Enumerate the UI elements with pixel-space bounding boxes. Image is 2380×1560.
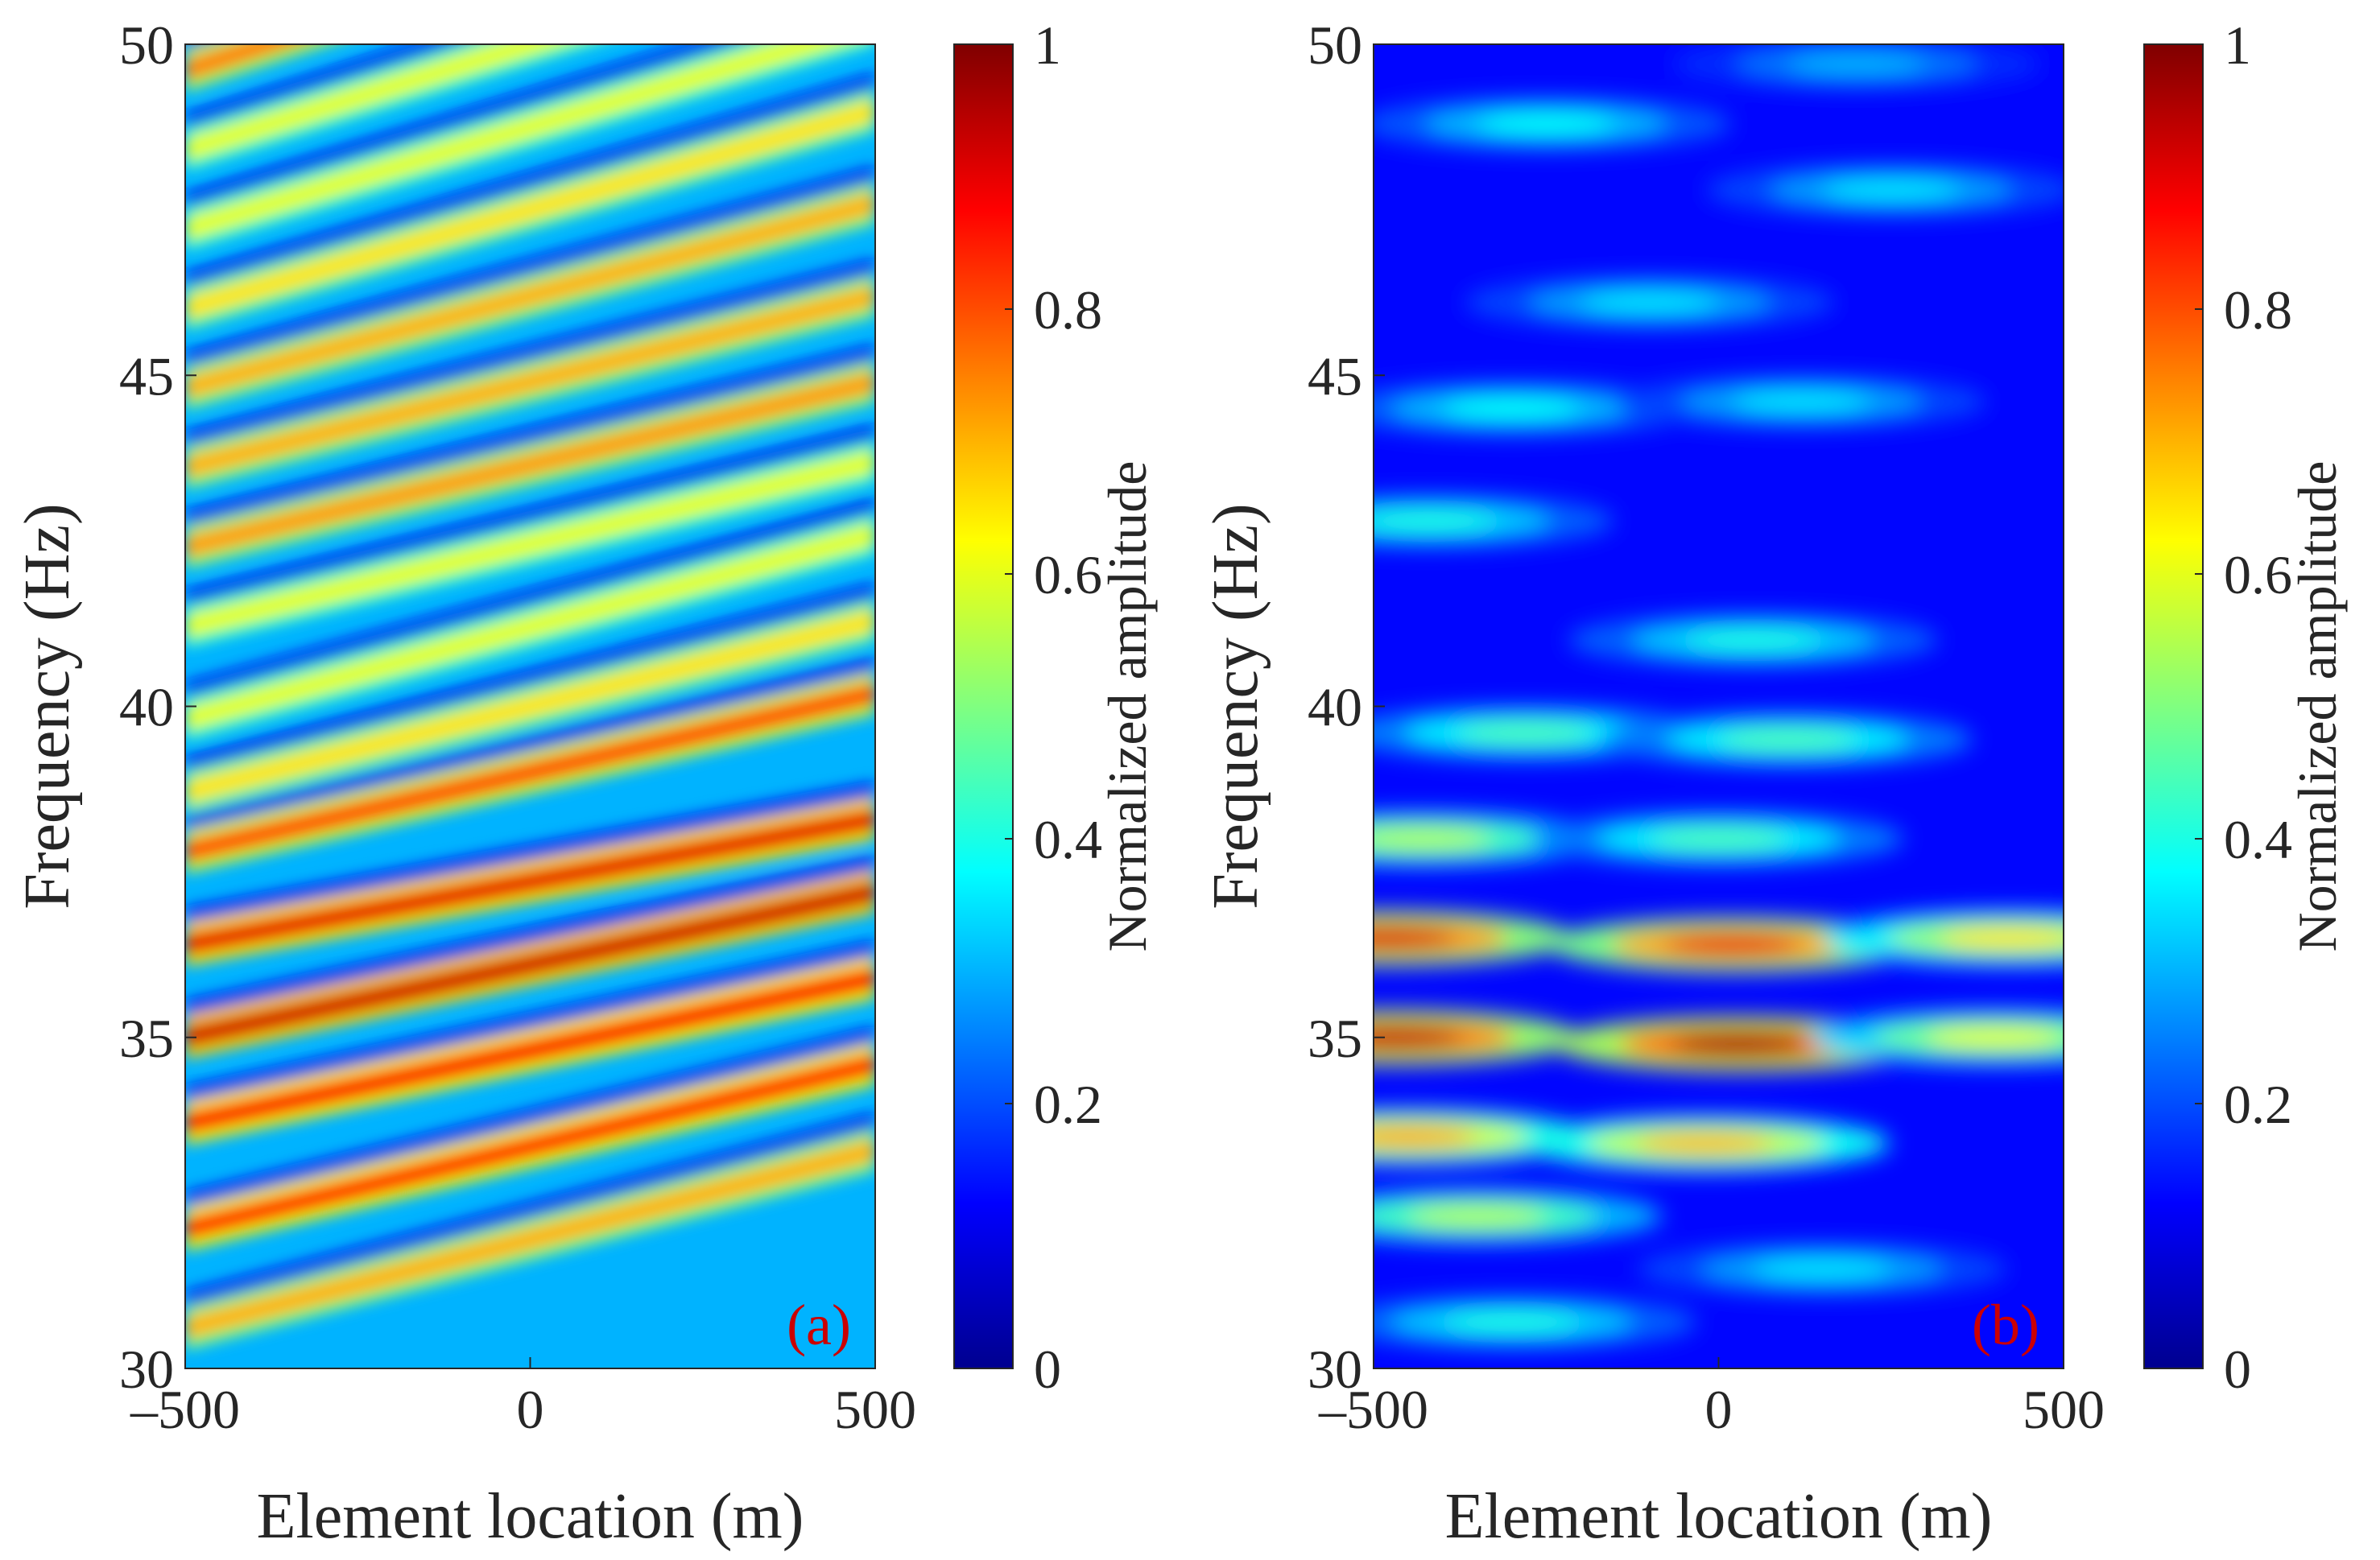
colorbar-tick-label: 0.6 bbox=[1034, 544, 1102, 605]
y-tick-label: 40 bbox=[119, 677, 174, 738]
colorbar-tick-label: 0.4 bbox=[2224, 809, 2292, 870]
band-trough bbox=[185, 497, 875, 700]
blob-20 bbox=[1787, 53, 1925, 75]
band-trough bbox=[185, 259, 875, 448]
x-tick-label: 0 bbox=[517, 1379, 544, 1440]
band-trough bbox=[185, 782, 875, 925]
blob-2 bbox=[1663, 934, 1801, 955]
x-tick-label: –500 bbox=[1318, 1379, 1428, 1440]
band-3 bbox=[185, 99, 875, 320]
band-5 bbox=[185, 284, 875, 480]
x-axis-label: Element location (m) bbox=[1445, 1481, 1993, 1552]
band-trough bbox=[185, 345, 875, 528]
band-14 bbox=[185, 1052, 875, 1241]
blob-11 bbox=[1457, 722, 1594, 744]
band-trough bbox=[185, 167, 875, 369]
y-tick-label: 50 bbox=[1308, 14, 1362, 76]
band-halo bbox=[185, 44, 600, 171]
band-11 bbox=[185, 807, 875, 956]
band-0 bbox=[185, 44, 301, 82]
blob-21 bbox=[1443, 1311, 1580, 1333]
band-6 bbox=[185, 370, 875, 559]
y-tick-label: 30 bbox=[1308, 1339, 1362, 1400]
colorbar-tick-label: 0.2 bbox=[2224, 1074, 2292, 1135]
colorbar-tick-label: 1 bbox=[1034, 14, 1061, 76]
band-13 bbox=[185, 966, 875, 1135]
blob-3 bbox=[1671, 1033, 1808, 1054]
blob-1 bbox=[1374, 1026, 1463, 1048]
y-tick-label: 45 bbox=[1308, 345, 1362, 407]
colorbar bbox=[2143, 43, 2204, 1369]
band-1 bbox=[185, 44, 568, 162]
y-tick-label: 35 bbox=[1308, 1008, 1362, 1069]
y-tick-label: 30 bbox=[119, 1339, 174, 1400]
blob-9 bbox=[1374, 828, 1490, 849]
blob-0 bbox=[1374, 927, 1457, 949]
x-tick-label: 500 bbox=[2023, 1379, 2105, 1440]
y-tick-label: 50 bbox=[119, 14, 174, 76]
colorbar-label: Normalized amplitude bbox=[2287, 461, 2348, 952]
blob-7 bbox=[1940, 927, 2064, 949]
blob-16 bbox=[1733, 391, 1870, 413]
y-axis-label: Frequency (Hz) bbox=[1200, 503, 1271, 909]
band-trough bbox=[185, 424, 875, 608]
blob-18 bbox=[1822, 179, 1960, 200]
blob-5 bbox=[1374, 1126, 1477, 1148]
band-trough bbox=[185, 44, 206, 52]
band-halo bbox=[185, 44, 875, 251]
blob-4 bbox=[1636, 1133, 1774, 1154]
colorbar-tick-label: 0.4 bbox=[1034, 809, 1102, 870]
band-trough bbox=[185, 584, 875, 773]
band-trough bbox=[185, 74, 875, 290]
panel-label: (a) bbox=[787, 1293, 851, 1357]
heatmap-1 bbox=[1374, 44, 2064, 1368]
band-10 bbox=[185, 682, 875, 864]
band-trough bbox=[185, 855, 875, 1018]
blob-19 bbox=[1477, 113, 1615, 134]
colorbar-tick-label: 0.8 bbox=[2224, 279, 2292, 340]
colorbar-tick-label: 0.2 bbox=[1034, 1074, 1102, 1135]
band-9 bbox=[185, 609, 875, 804]
panel-label: (b) bbox=[1972, 1293, 2039, 1357]
band-7 bbox=[185, 450, 875, 638]
x-tick-label: 500 bbox=[834, 1379, 916, 1440]
band-12 bbox=[185, 880, 875, 1049]
blob-15 bbox=[1443, 398, 1580, 419]
blob-8 bbox=[1926, 1026, 2064, 1048]
blob-14 bbox=[1374, 510, 1498, 532]
heatmap-0 bbox=[185, 44, 875, 1368]
y-tick-label: 35 bbox=[119, 1008, 174, 1069]
colorbar-label: Normalized amplitude bbox=[1097, 461, 1158, 952]
colorbar-tick-label: 0 bbox=[2224, 1339, 2251, 1400]
y-axis-label: Frequency (Hz) bbox=[12, 503, 83, 909]
band-trough bbox=[185, 1113, 875, 1309]
colorbar-tick-label: 0 bbox=[1034, 1339, 1061, 1400]
band-8 bbox=[185, 522, 875, 731]
band-trough bbox=[185, 1027, 875, 1210]
blob-13 bbox=[1684, 629, 1822, 651]
band-trough bbox=[185, 656, 875, 832]
blob-17 bbox=[1580, 291, 1718, 313]
band-2 bbox=[185, 44, 847, 241]
y-tick-label: 40 bbox=[1308, 677, 1362, 738]
blob-12 bbox=[1719, 728, 1857, 750]
band-4 bbox=[185, 192, 875, 400]
x-tick-label: –500 bbox=[130, 1379, 240, 1440]
colorbar-tick-label: 1 bbox=[2224, 14, 2251, 76]
colorbar bbox=[953, 43, 1014, 1369]
band-15 bbox=[185, 1138, 875, 1340]
blob-22 bbox=[1754, 1258, 1891, 1280]
x-tick-label: 0 bbox=[1705, 1379, 1733, 1440]
blob-6 bbox=[1408, 1205, 1546, 1227]
x-axis-label: Element location (m) bbox=[257, 1481, 804, 1552]
colorbar-tick-label: 0.8 bbox=[1034, 279, 1102, 340]
band-trough bbox=[185, 941, 875, 1104]
colorbar-tick-label: 0.6 bbox=[2224, 544, 2292, 605]
blob-10 bbox=[1650, 828, 1787, 849]
y-tick-label: 45 bbox=[119, 345, 174, 407]
